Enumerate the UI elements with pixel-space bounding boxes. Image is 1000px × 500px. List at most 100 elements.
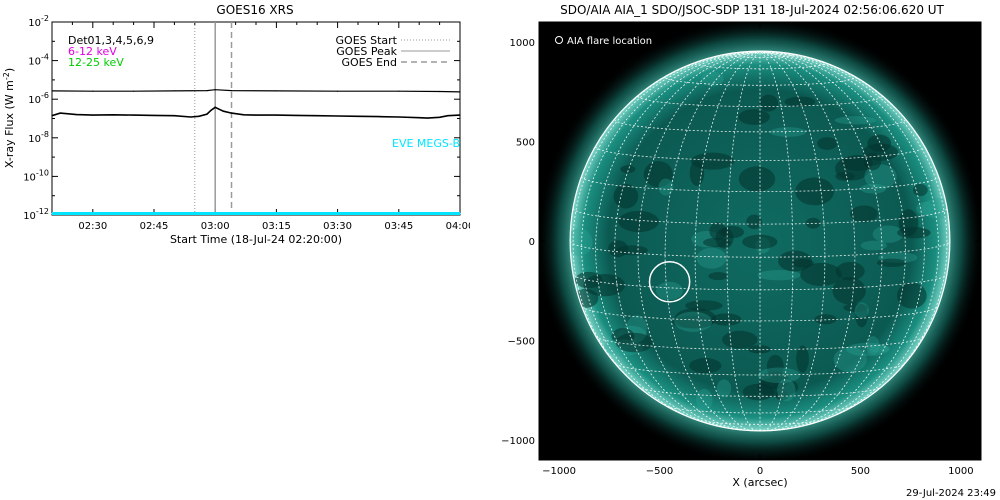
longitude-line <box>759 51 906 430</box>
latitude-line <box>595 146 925 161</box>
x-tick-label: −1000 <box>542 466 576 477</box>
x-tick-label: 04:00 <box>446 221 470 232</box>
active-region-patch <box>716 379 732 398</box>
y-tick-label: 10-10 <box>23 168 49 183</box>
series-point <box>275 114 277 116</box>
longitude-line <box>759 51 939 426</box>
series-point <box>206 113 208 115</box>
latitude-line <box>614 119 906 133</box>
flare-location-circle <box>648 260 691 303</box>
x-tick-label: 03:30 <box>323 221 352 232</box>
series-point <box>214 106 216 108</box>
active-region-patch <box>674 311 713 332</box>
series-point <box>230 89 233 92</box>
flux-series-short <box>51 106 461 119</box>
series-point <box>92 90 94 92</box>
y-tick-label: 0 <box>529 237 535 248</box>
flux-series-long <box>51 89 461 93</box>
series-point <box>173 90 175 92</box>
longitude-line <box>694 51 761 431</box>
coronal-hole-patch <box>784 96 816 108</box>
coronal-hole-patch <box>876 258 907 267</box>
coronal-hole-patch <box>795 177 835 206</box>
x-tick-label: 0 <box>757 466 763 477</box>
longitude-line <box>759 51 856 431</box>
active-region-patch <box>570 228 593 256</box>
active-region-patch <box>834 116 876 125</box>
eve-label: EVE MEGS-B <box>392 137 460 150</box>
series-point <box>398 90 400 92</box>
series-point <box>439 116 441 118</box>
series-point <box>296 114 298 116</box>
latitude-line <box>697 419 823 425</box>
goes-chart-title: GOES16 XRS <box>216 3 293 17</box>
series-point <box>337 115 339 117</box>
latitude-line <box>637 96 883 107</box>
y-tick-label: 10-2 <box>28 14 49 29</box>
series-point <box>377 116 379 118</box>
latitude-line <box>666 405 854 414</box>
coronal-hole-patch <box>618 210 660 233</box>
longitude-line <box>637 51 761 431</box>
aia-legend: AIA flare location <box>555 36 652 47</box>
series-point <box>357 115 359 117</box>
series-point <box>459 212 461 215</box>
series-point <box>275 90 277 92</box>
x-tick-label: 500 <box>851 466 870 477</box>
series-point <box>214 89 216 91</box>
active-region-patch <box>757 367 801 384</box>
coronal-hole-patch <box>796 345 809 373</box>
series-point <box>51 115 53 117</box>
active-region-patch <box>757 269 801 281</box>
active-region-patch <box>854 302 869 319</box>
active-region-patch <box>864 164 897 189</box>
active-region-patch <box>860 183 887 194</box>
y-tick-label: 500 <box>516 137 535 148</box>
coronal-hole-patch <box>814 314 837 325</box>
x-tick-label: 02:45 <box>140 221 169 232</box>
longitude-line <box>581 51 761 426</box>
coronal-hole-patch <box>708 272 729 281</box>
legend-start-label: GOES Start <box>336 34 398 47</box>
goes-xrs-chart: GOES16 XRS 10-2 10-4 10-6 10-8 10-10 10-12 02… <box>2 3 470 246</box>
series-point <box>218 108 220 110</box>
detector-label: Det01,3,4,5,6,9 <box>68 34 154 47</box>
y-tick-label: −1000 <box>501 436 535 447</box>
series-point <box>459 91 461 93</box>
series-point <box>426 117 428 119</box>
series-point <box>133 90 135 92</box>
legend-flare-label: AIA flare location <box>567 36 652 47</box>
y-tick-label: 10-4 <box>28 53 49 68</box>
coronal-hole-patch <box>689 160 705 186</box>
series-point <box>418 117 420 119</box>
series-point <box>112 114 114 116</box>
longitude-line <box>759 51 883 431</box>
longitude-line <box>759 51 826 431</box>
coronal-hole-patch <box>620 165 636 174</box>
coronal-hole-patch <box>817 137 838 150</box>
coronal-hole-patch <box>742 383 775 401</box>
active-region-patch <box>846 342 890 357</box>
active-region-patch <box>860 240 887 251</box>
coronal-hole-patch <box>711 313 742 326</box>
aia-chart-title: SDO/AIA AIA_1 SDO/JSOC-SDP 131 18-Jul-20… <box>560 3 944 17</box>
active-region-patch <box>656 281 683 301</box>
active-region-patch <box>701 71 724 87</box>
longitude-line <box>595 51 761 429</box>
coronal-hole-patch <box>674 308 717 329</box>
generation-timestamp: 29-Jul-2024 23:49 <box>906 488 996 499</box>
coronal-hole-patch <box>709 222 727 240</box>
y-tick-label: 10-6 <box>28 91 49 106</box>
coronal-hole-patch <box>805 217 821 229</box>
y-tick-label: 10-12 <box>23 207 49 222</box>
coronal-hole-patch <box>615 245 648 256</box>
goes-y-axis-label: X-ray Flux (W m-2) <box>2 68 16 168</box>
series-point <box>447 115 449 117</box>
latitude-line <box>581 306 939 322</box>
series-point <box>173 115 175 117</box>
longitude-line <box>759 51 925 429</box>
coronal-hole-patch <box>615 332 654 353</box>
series-point <box>459 114 461 116</box>
series-point <box>198 115 200 117</box>
series-point <box>51 212 53 215</box>
